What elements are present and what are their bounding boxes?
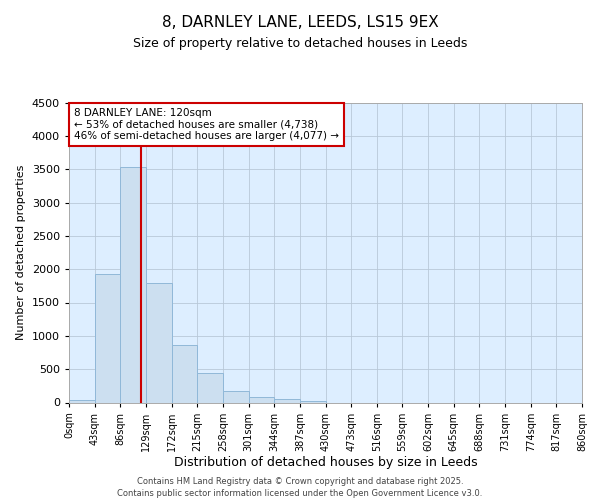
- Text: 8, DARNLEY LANE, LEEDS, LS15 9EX: 8, DARNLEY LANE, LEEDS, LS15 9EX: [161, 15, 439, 30]
- Bar: [95, 274, 121, 402]
- Bar: [223, 391, 248, 402]
- Y-axis label: Number of detached properties: Number of detached properties: [16, 165, 26, 340]
- Bar: [69, 400, 95, 402]
- Bar: [172, 345, 197, 403]
- Bar: [197, 372, 223, 402]
- Bar: [121, 167, 146, 402]
- X-axis label: Distribution of detached houses by size in Leeds: Distribution of detached houses by size …: [173, 456, 478, 469]
- Text: Contains HM Land Registry data © Crown copyright and database right 2025.
Contai: Contains HM Land Registry data © Crown c…: [118, 476, 482, 498]
- Bar: [274, 399, 300, 402]
- Bar: [146, 282, 172, 403]
- Bar: [300, 400, 325, 402]
- Text: 8 DARNLEY LANE: 120sqm
← 53% of detached houses are smaller (4,738)
46% of semi-: 8 DARNLEY LANE: 120sqm ← 53% of detached…: [74, 108, 339, 141]
- Text: Size of property relative to detached houses in Leeds: Size of property relative to detached ho…: [133, 38, 467, 51]
- Bar: [248, 396, 274, 402]
